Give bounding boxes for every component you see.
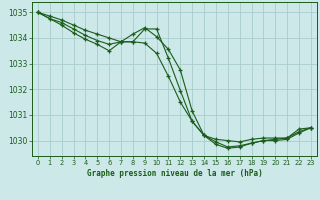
X-axis label: Graphe pression niveau de la mer (hPa): Graphe pression niveau de la mer (hPa) [86,169,262,178]
